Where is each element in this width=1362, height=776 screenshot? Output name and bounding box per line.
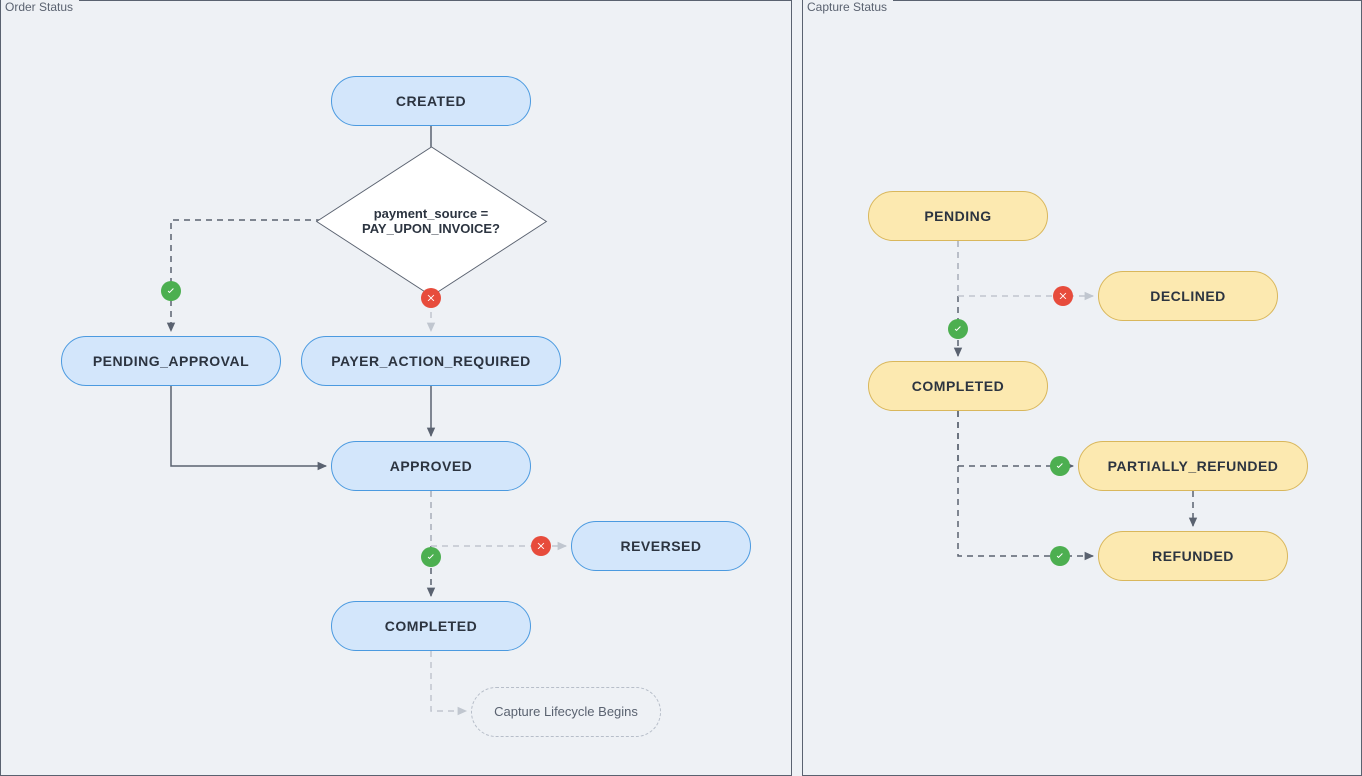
edge-completed-refunded (958, 411, 1093, 556)
cross-icon (531, 536, 551, 556)
check-icon (948, 319, 968, 339)
check-icon (161, 281, 181, 301)
capture-status-panel: Capture Status PENDING DECLINED COMPLETE… (802, 0, 1362, 776)
diagram-container: Order Status CREATED payment_source = PA… (0, 0, 1362, 776)
node-pending-approval: PENDING_APPROVAL (61, 336, 281, 386)
node-capture-lifecycle-begins: Capture Lifecycle Begins (471, 687, 661, 737)
check-icon (421, 547, 441, 567)
node-reversed: REVERSED (571, 521, 751, 571)
node-partially-refunded: PARTIALLY_REFUNDED (1078, 441, 1308, 491)
node-pending: PENDING (868, 191, 1048, 241)
edge-decision-pending_approval (171, 220, 333, 331)
node-completed-capture: COMPLETED (868, 361, 1048, 411)
edge-pending-declined (958, 241, 1093, 296)
node-completed: COMPLETED (331, 601, 531, 651)
decision-node: payment_source = PAY_UPON_INVOICE? (336, 166, 526, 276)
order-status-panel: Order Status CREATED payment_source = PA… (0, 0, 792, 776)
node-refunded: REFUNDED (1098, 531, 1288, 581)
node-declined: DECLINED (1098, 271, 1278, 321)
check-icon (1050, 546, 1070, 566)
check-icon (1050, 456, 1070, 476)
node-created: CREATED (331, 76, 531, 126)
node-approved: APPROVED (331, 441, 531, 491)
node-payer-action-required: PAYER_ACTION_REQUIRED (301, 336, 561, 386)
edge-pending_approval-approved (171, 386, 326, 466)
edge-completed-capture_begins (431, 651, 466, 711)
decision-label: payment_source = PAY_UPON_INVOICE? (336, 166, 526, 276)
cross-icon (421, 288, 441, 308)
cross-icon (1053, 286, 1073, 306)
